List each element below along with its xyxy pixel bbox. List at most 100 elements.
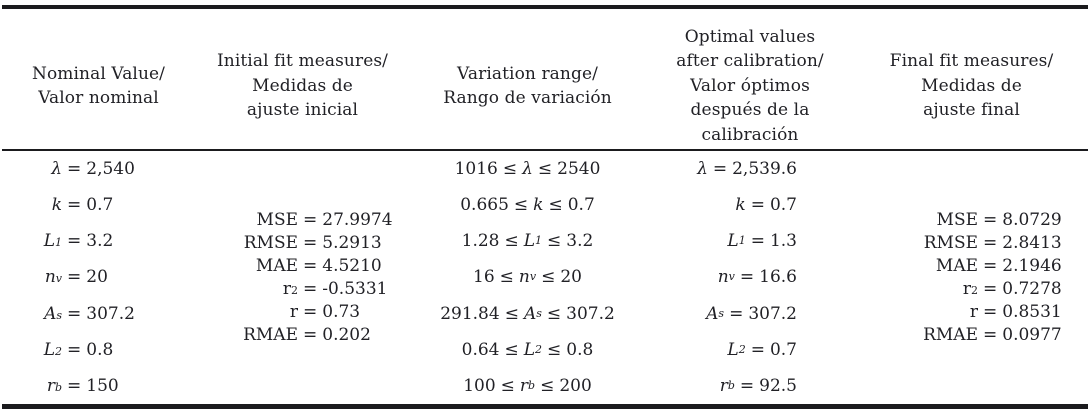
- equals-sign: =: [983, 279, 998, 299]
- fit-label: RMAE: [243, 325, 298, 345]
- param-symbol: r: [46, 375, 55, 396]
- initial-fit-line-r2: r 2 = -0.5331: [282, 279, 388, 299]
- nominal-value: 0.8: [86, 339, 114, 360]
- fit-value: 0.0977: [1002, 325, 1062, 345]
- equals-sign: =: [983, 210, 998, 230]
- fit-value: 0.73: [322, 302, 361, 322]
- table-header-row: Nominal Value/ Valor nominal Initial fit…: [2, 9, 1088, 151]
- fit-label: r: [289, 302, 298, 322]
- fit-label: RMSE: [923, 233, 978, 253]
- final-fit-line-mae: MAE = 2.1946: [855, 255, 1088, 278]
- fit-label: r: [282, 279, 291, 299]
- optimal-value: 92.5: [759, 375, 797, 396]
- header-line: calibración: [701, 124, 799, 145]
- header-line: Optimal values: [684, 26, 816, 47]
- range-high: 2540: [557, 159, 601, 180]
- range-high: 0.8: [566, 339, 594, 360]
- optimal-value: 2,539.6: [732, 159, 797, 180]
- fit-label: RMAE: [923, 325, 978, 345]
- header-line: Valor óptimos: [690, 75, 810, 96]
- fit-label: MAE: [255, 256, 298, 276]
- leq-sign: ≤: [500, 375, 515, 396]
- leq-sign: ≤: [513, 195, 529, 216]
- param-symbol: k: [533, 195, 544, 216]
- equals-sign: =: [67, 303, 82, 324]
- leq-sign: ≤: [548, 195, 563, 216]
- equals-sign: =: [983, 256, 998, 276]
- nominal-value: 2,540: [86, 159, 135, 180]
- optimal-value: 307.2: [748, 303, 797, 324]
- optimal-row-rb: r b = 92.5: [719, 375, 797, 396]
- equals-sign: =: [303, 256, 318, 276]
- header-variation-range: Variation range/ Rango de variación: [410, 9, 645, 149]
- range-row-lambda: 1016 ≤ λ ≤2540: [410, 151, 645, 187]
- param-symbol: λ: [697, 159, 708, 180]
- param-symbol: k: [735, 195, 746, 216]
- fit-value: -0.5331: [322, 279, 388, 299]
- range-high: 3.2: [566, 231, 594, 252]
- param-symbol: A: [44, 303, 57, 324]
- equals-sign: =: [983, 302, 998, 322]
- fit-value: 0.7278: [1002, 279, 1062, 299]
- final-fit-line-rmse: RMSE = 2.8413: [855, 232, 1088, 255]
- leq-sign: ≤: [541, 267, 556, 288]
- fit-value: 0.202: [322, 325, 371, 345]
- equals-sign: =: [739, 267, 755, 288]
- header-line: Initial fit measures/: [216, 51, 389, 72]
- header-nominal-value: Nominal Value/ Valor nominal: [2, 9, 195, 149]
- equals-sign: =: [67, 159, 82, 180]
- range-low: 291.84: [440, 303, 500, 324]
- range-high: 307.2: [566, 303, 615, 324]
- nominal-value: 150: [86, 375, 119, 396]
- equals-sign: =: [67, 375, 82, 396]
- header-line: ajuste final: [923, 100, 1020, 121]
- fit-label: RMSE: [243, 233, 298, 253]
- fit-label: MSE: [936, 210, 978, 230]
- nominal-row-nv: n v = 20: [44, 267, 108, 288]
- equals-sign: =: [303, 325, 318, 345]
- initial-fit-line-mae: MAE = 4.5210: [195, 255, 410, 278]
- leq-sign: ≤: [547, 231, 562, 252]
- final-fit-line-r: r = 0.8531: [855, 301, 1088, 324]
- initial-fit-line-r: r = 0.73: [195, 301, 410, 324]
- optimal-row-lambda: λ = 2,539.6: [645, 151, 855, 187]
- equals-sign: =: [750, 339, 765, 360]
- param-symbol: n: [518, 267, 530, 288]
- leq-sign: ≤: [547, 339, 562, 360]
- fit-value: 8.0729: [1002, 210, 1062, 230]
- range-high: 0.7: [567, 195, 595, 216]
- optimal-row-nv: n v = 16.6: [717, 267, 797, 288]
- final-fit-line-mse: MSE = 8.0729: [855, 209, 1088, 232]
- equals-sign: =: [983, 233, 998, 253]
- header-line: Final fit measures/: [889, 51, 1054, 72]
- col-final-fit-measures: MSE = 8.0729 RMSE = 2.8413 MAE = 2.1946 r 2 = 0.7…: [855, 151, 1088, 404]
- col-variation-range: 1016 ≤ λ ≤2540 0.665 ≤ k ≤0.7 1.28 ≤ L 1 ≤3.2 16 ≤ n…: [410, 151, 645, 404]
- range-low: 1016: [454, 159, 498, 180]
- leq-sign: ≤: [504, 303, 519, 324]
- optimal-value: 16.6: [759, 267, 797, 288]
- range-low: 16: [473, 267, 495, 288]
- equals-sign: =: [712, 159, 728, 180]
- nominal-value: 0.7: [86, 195, 114, 216]
- equals-sign: =: [303, 233, 318, 253]
- leq-sign: ≤: [502, 159, 518, 180]
- header-final-fit-measures: Final fit measures/ Medidas de ajuste fi…: [855, 9, 1088, 149]
- initial-fit-line-rmae: RMAE = 0.202: [195, 324, 410, 347]
- param-symbol: L: [727, 231, 739, 252]
- range-high: 20: [560, 267, 582, 288]
- range-low: 100: [463, 375, 496, 396]
- range-row-L2: 0.64 ≤ L 2 ≤0.8: [461, 339, 594, 360]
- calibration-results-table: Nominal Value/ Valor nominal Initial fit…: [2, 5, 1088, 409]
- nominal-value: 3.2: [86, 231, 114, 252]
- nominal-value: 307.2: [86, 303, 135, 324]
- equals-sign: =: [750, 231, 765, 252]
- header-line: ajuste inicial: [246, 100, 359, 121]
- param-symbol: L: [727, 339, 739, 360]
- param-symbol: n: [44, 267, 56, 288]
- header-initial-fit-measures: Initial fit measures/ Medidas de ajuste …: [195, 9, 410, 149]
- range-row-rb: 100 ≤ r b ≤200: [463, 375, 592, 396]
